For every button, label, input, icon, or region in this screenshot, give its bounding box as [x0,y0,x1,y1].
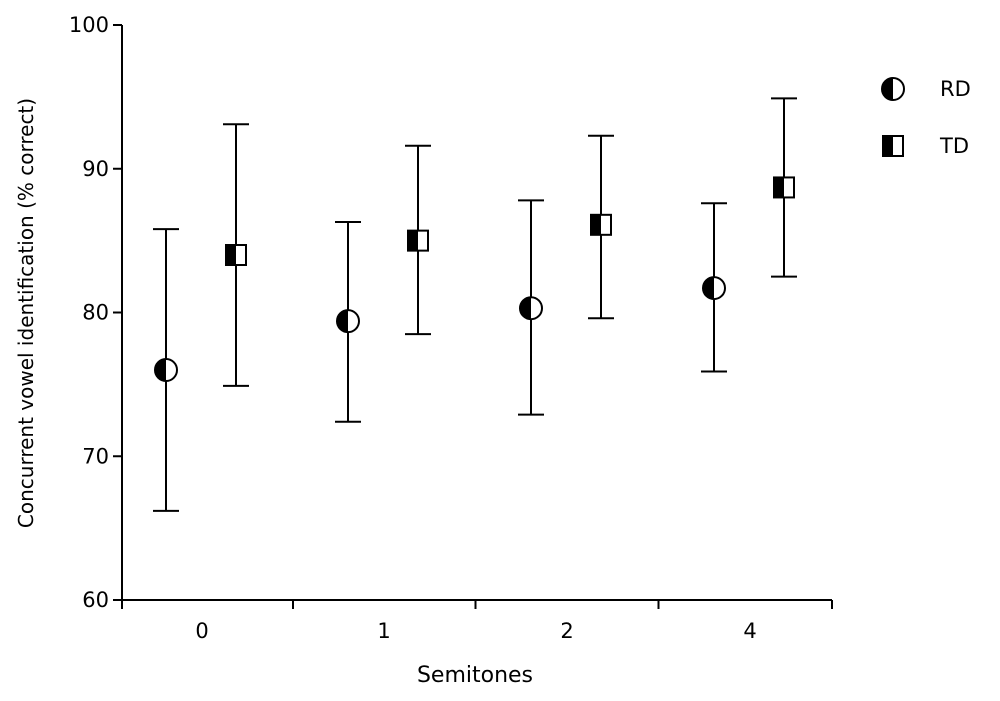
data-point [407,229,429,252]
series-rd [153,199,727,512]
x-tick-label: 0 [195,619,208,643]
y-axis-title: Concurrent vowel identification (% corre… [14,98,38,528]
legend-label: RD [940,77,971,101]
data-point [336,309,360,334]
y-tick-label: 70 [82,444,109,468]
data-point [702,276,726,301]
legend-marker [882,135,904,157]
data-point [154,358,178,382]
axes: 60 70 80 90 100 0 1 2 4 [69,13,833,643]
y-tick-label: 100 [69,13,109,37]
y-tick-label: 60 [82,588,109,612]
x-axis-title: Semitones [417,663,533,688]
legend: RD TD [881,77,971,158]
y-tick-label: 80 [82,301,109,325]
y-tick-label: 90 [82,157,109,181]
data-point [225,244,247,266]
legend-marker [881,77,905,101]
series-td [223,97,797,387]
legend-item-td: TD [882,134,969,158]
x-tick-label: 1 [377,619,390,643]
series-layer [153,97,797,512]
legend-item-rd: RD [881,77,971,101]
data-point [773,176,795,199]
x-tick-label: 2 [560,619,573,643]
data-point [519,296,543,321]
data-point [590,213,612,236]
x-tick-label: 4 [743,619,756,643]
legend-label: TD [939,134,969,158]
